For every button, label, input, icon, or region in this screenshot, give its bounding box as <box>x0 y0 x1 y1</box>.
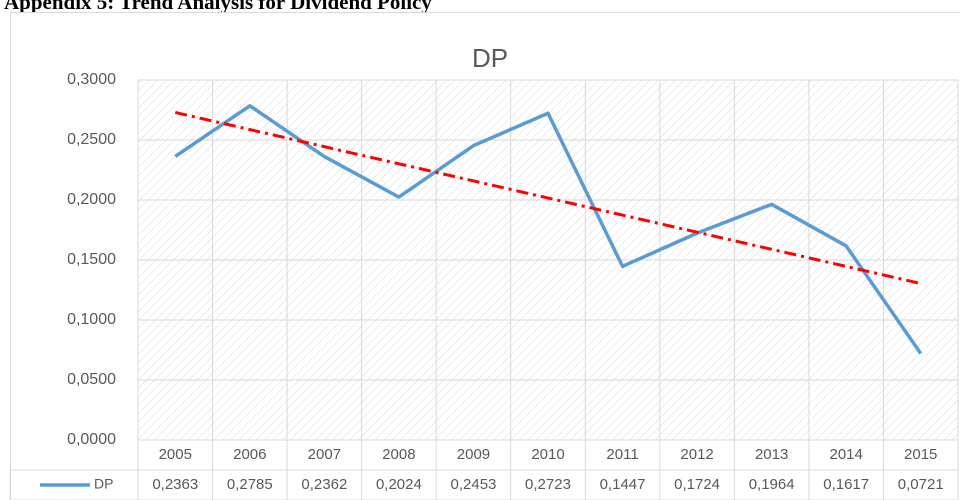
data-table-value: 0,2785 <box>227 476 273 493</box>
data-table-value: 0,0721 <box>898 476 944 493</box>
y-tick-label: 0,1000 <box>67 311 116 328</box>
data-table-value: 0,2024 <box>376 476 422 493</box>
legend-label: DP <box>94 476 113 492</box>
x-tick-label: 2008 <box>382 446 415 463</box>
data-table-value: 0,2453 <box>451 476 497 493</box>
x-tick-label: 2007 <box>308 446 341 463</box>
page-heading: Appendix 5: Trend Analysis for Dividend … <box>4 0 432 14</box>
data-table-value: 0,1617 <box>823 476 869 493</box>
data-table-value: 0,1724 <box>674 476 720 493</box>
y-tick-label: 0,2000 <box>67 191 116 208</box>
x-tick-label: 2009 <box>457 446 490 463</box>
x-tick-label: 2013 <box>755 446 788 463</box>
y-tick-label: 0,2500 <box>67 131 116 148</box>
y-tick-label: 0,1500 <box>67 251 116 268</box>
data-table-value: 0,1964 <box>749 476 795 493</box>
x-tick-label: 2012 <box>680 446 713 463</box>
data-table-value: 0,1447 <box>600 476 646 493</box>
y-tick-label: 0,0000 <box>67 431 116 448</box>
x-tick-label: 2011 <box>606 446 638 463</box>
trend-line <box>174 111 922 286</box>
x-tick-label: 2010 <box>531 446 564 463</box>
data-table-value: 0,2362 <box>301 476 347 493</box>
x-tick-label: 2005 <box>159 446 192 463</box>
y-tick-label: 0,3000 <box>67 71 116 88</box>
y-tick-label: 0,0500 <box>67 371 116 388</box>
x-tick-label: 2006 <box>233 446 266 463</box>
data-table-value: 0,2723 <box>525 476 571 493</box>
data-table-value: 0,2363 <box>152 476 198 493</box>
x-tick-label: 2015 <box>904 446 937 463</box>
x-tick-label: 2014 <box>829 446 862 463</box>
chart-title: DP <box>472 43 508 73</box>
